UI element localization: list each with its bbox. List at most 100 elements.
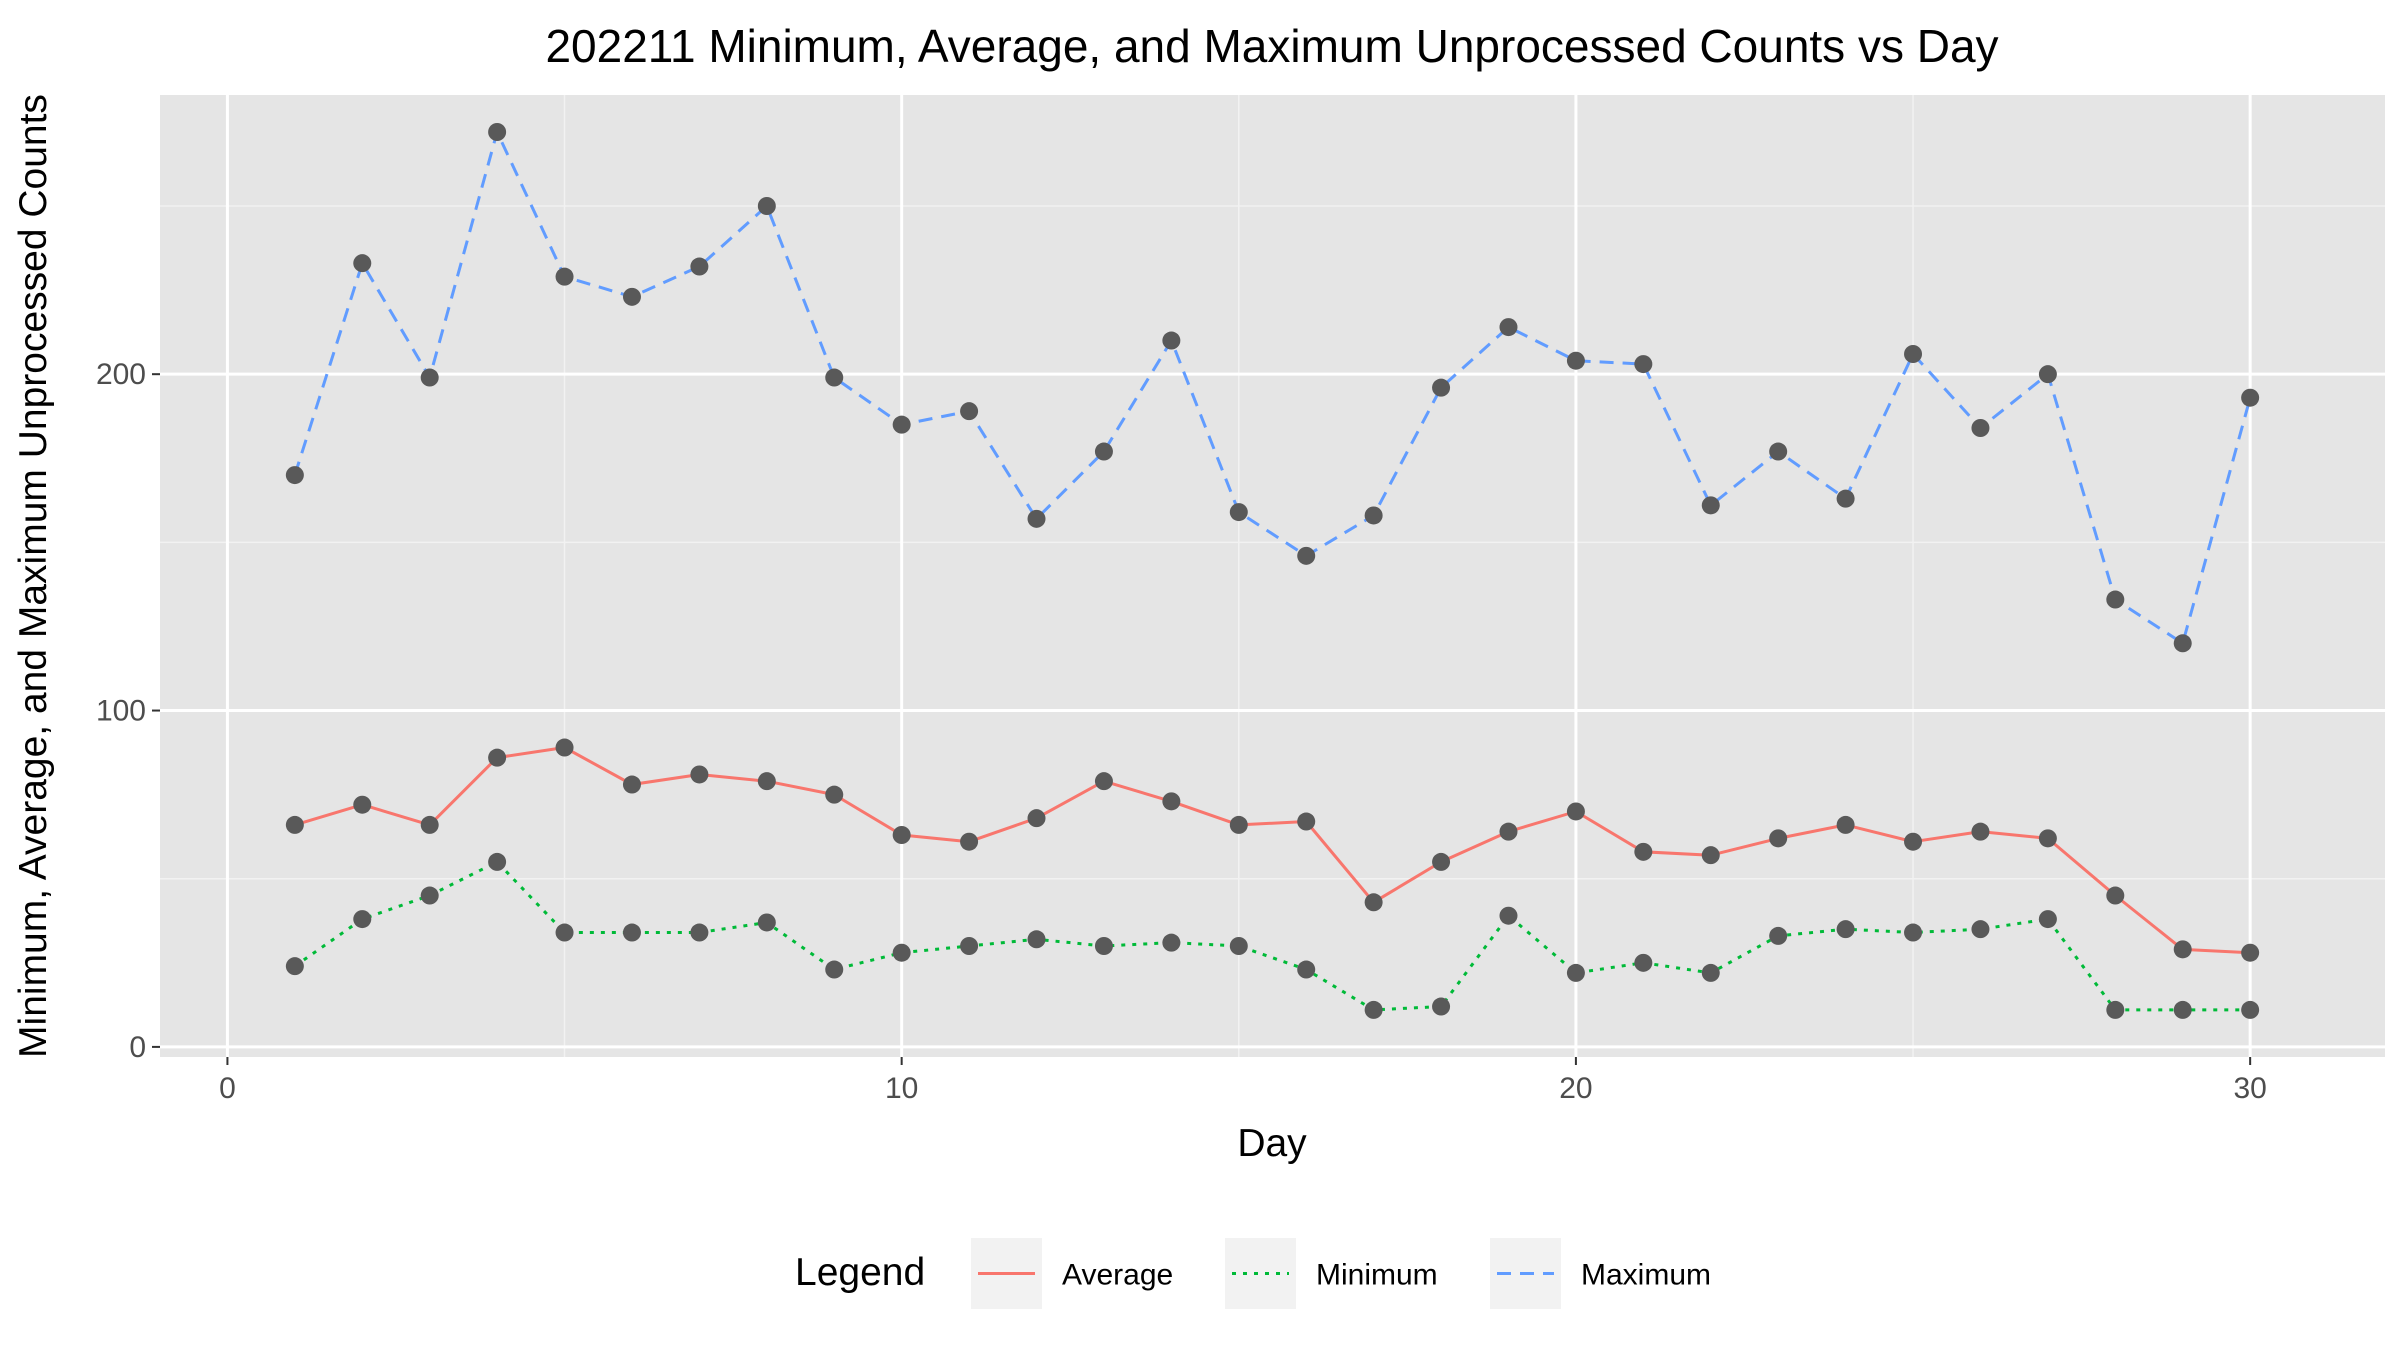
data-point-maximum	[353, 254, 372, 273]
x-tick-label: 20	[1559, 1072, 1592, 1105]
data-point-maximum	[1094, 442, 1113, 461]
legend: Legend Average Minimum Maximum	[795, 1238, 1711, 1309]
series-line-average	[294, 746, 2251, 955]
data-point-maximum	[420, 368, 439, 387]
data-point-average	[2038, 829, 2057, 848]
data-point-maximum	[825, 368, 844, 387]
data-point-maximum	[1297, 546, 1316, 565]
data-point-maximum	[2173, 634, 2192, 653]
data-point-minimum	[285, 957, 304, 976]
data-point-average	[1769, 829, 1788, 848]
data-point-average	[1027, 809, 1046, 828]
data-point-minimum	[1904, 923, 1923, 942]
data-point-average	[1297, 812, 1316, 831]
data-point-maximum	[2038, 365, 2057, 384]
data-point-minimum	[1027, 930, 1046, 949]
data-point-average	[1566, 802, 1585, 821]
y-tick-label: 200	[96, 358, 146, 391]
y-tick-label: 0	[129, 1031, 146, 1064]
data-point-average	[892, 826, 911, 844]
data-point-maximum	[2106, 590, 2125, 609]
data-point-minimum	[690, 923, 709, 942]
data-point-average	[2241, 943, 2260, 962]
data-point-average	[757, 772, 776, 791]
data-point-average	[1364, 893, 1383, 912]
legend-label-average: Average	[1062, 1259, 1173, 1292]
data-point-average	[1162, 792, 1181, 811]
data-point-minimum	[825, 960, 844, 979]
y-axis-ticks: 0 100 200	[96, 358, 160, 1064]
legend-title: Legend	[795, 1251, 925, 1294]
data-point-minimum	[2106, 1000, 2125, 1019]
data-point-minimum	[757, 913, 776, 932]
data-point-maximum	[960, 402, 979, 421]
data-point-maximum	[690, 257, 709, 276]
legend-label-maximum: Maximum	[1581, 1259, 1711, 1292]
data-point-average	[1701, 846, 1720, 865]
data-point-maximum	[1769, 442, 1788, 461]
data-point-minimum	[1701, 963, 1720, 982]
data-point-average	[2106, 886, 2125, 905]
series-lines	[293, 130, 2252, 1012]
minor-gridlines	[160, 95, 2385, 1057]
data-point-average	[622, 775, 641, 794]
data-point-maximum	[1701, 496, 1720, 515]
data-point-average	[2173, 940, 2192, 959]
data-point-maximum	[1634, 355, 1653, 374]
data-point-maximum	[488, 123, 507, 141]
data-point-average	[960, 832, 979, 851]
legend-key-minimum	[1225, 1238, 1296, 1309]
data-point-minimum	[1229, 937, 1248, 955]
chart-title: 202211 Minimum, Average, and Maximum Unp…	[545, 20, 1998, 72]
data-point-minimum	[1432, 997, 1451, 1016]
data-point-maximum	[2241, 388, 2260, 407]
data-point-average	[555, 738, 574, 757]
x-tick-label: 10	[885, 1072, 918, 1105]
data-point-minimum	[960, 937, 979, 955]
data-point-average	[1229, 815, 1248, 834]
data-point-minimum	[1566, 963, 1585, 982]
data-point-maximum	[1904, 345, 1923, 363]
data-point-minimum	[1162, 933, 1181, 952]
data-point-maximum	[1432, 378, 1451, 397]
data-point-maximum	[285, 466, 304, 485]
data-point-minimum	[1769, 926, 1788, 945]
data-point-minimum	[1836, 920, 1855, 939]
data-point-maximum	[1836, 489, 1855, 508]
y-tick-label: 100	[96, 695, 146, 728]
data-point-minimum	[420, 886, 439, 905]
data-point-minimum	[892, 943, 911, 962]
data-point-maximum	[555, 267, 574, 286]
data-point-average	[1499, 822, 1518, 841]
data-point-minimum	[1634, 953, 1653, 972]
data-point-minimum	[1499, 906, 1518, 925]
data-point-average	[1432, 852, 1451, 871]
data-point-average	[488, 748, 507, 767]
x-tick-label: 30	[2233, 1072, 2266, 1105]
data-point-maximum	[757, 197, 776, 215]
y-axis-title: Minimum, Average, and Maximum Unprocesse…	[12, 94, 55, 1058]
data-point-average	[285, 815, 304, 834]
data-point-minimum	[488, 852, 507, 871]
data-point-minimum	[353, 910, 372, 929]
data-point-minimum	[1971, 920, 1990, 939]
data-point-minimum	[2241, 1000, 2260, 1019]
data-point-average	[1904, 832, 1923, 851]
data-point-maximum	[1364, 506, 1383, 525]
data-point-maximum	[622, 287, 641, 306]
data-point-average	[825, 785, 844, 804]
data-point-average	[420, 815, 439, 834]
data-point-maximum	[892, 415, 911, 434]
data-point-maximum	[1971, 419, 1990, 437]
data-point-average	[1836, 815, 1855, 834]
data-point-average	[1971, 822, 1990, 841]
data-point-maximum	[1229, 503, 1248, 522]
data-point-maximum	[1566, 351, 1585, 370]
data-point-minimum	[555, 923, 574, 942]
legend-label-minimum: Minimum	[1316, 1259, 1438, 1292]
data-points	[285, 123, 2260, 1019]
data-point-average	[353, 795, 372, 814]
data-point-minimum	[1297, 960, 1316, 979]
